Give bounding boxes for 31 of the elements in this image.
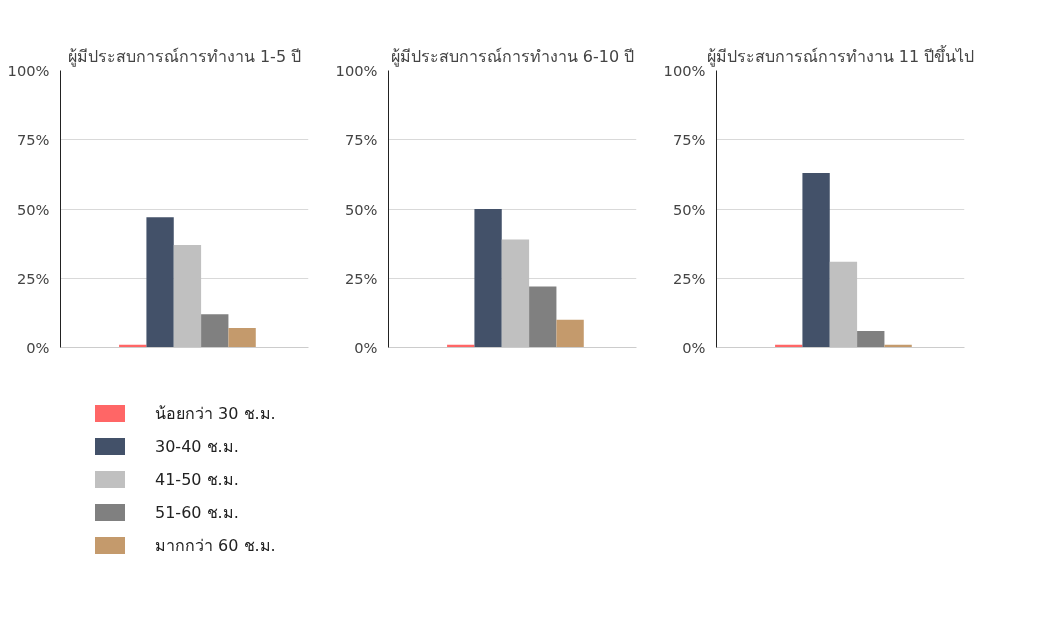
- bar: [857, 330, 885, 348]
- y-tick-label: 100%: [7, 62, 50, 79]
- legend-label: 41-50 ช.ม.: [155, 469, 239, 491]
- bar: [529, 286, 557, 348]
- bar: [228, 328, 256, 348]
- y-tick-label: 50%: [672, 200, 706, 218]
- bar: [146, 217, 174, 348]
- y-tick-label: 0%: [682, 339, 706, 356]
- y-tick-label: 25%: [672, 269, 706, 287]
- bar: [474, 209, 502, 348]
- chart-title: ผู้มีประสบการณ์การทำงาน 11 ปีขึ้นไป: [706, 44, 975, 67]
- y-tick-label: 25%: [344, 269, 378, 287]
- legend-label: 51-60 ช.ม.: [155, 502, 239, 524]
- y-tick-label: 25%: [16, 269, 50, 287]
- y-tick-label: 75%: [672, 131, 706, 149]
- chart-title: ผู้มีประสบการณ์การทำงาน 6-10 ปี: [390, 46, 635, 67]
- legend-label: มากกว่า 60 ช.ม.: [155, 535, 276, 557]
- y-tick-label: 0%: [354, 339, 378, 356]
- legend-label: น้อยกว่า 30 ช.ม.: [155, 403, 276, 425]
- y-tick-label: 100%: [663, 62, 706, 79]
- y-tick-label: 0%: [26, 339, 50, 356]
- y-tick-label: 75%: [344, 131, 378, 149]
- bar: [556, 319, 584, 348]
- y-tick-label: 50%: [344, 200, 378, 218]
- y-tick-label: 50%: [16, 200, 50, 218]
- y-tick-label: 100%: [335, 62, 378, 79]
- y-tick-label: 75%: [16, 131, 50, 149]
- legend-label: 30-40 ช.ม.: [155, 436, 239, 458]
- chart-title: ผู้มีประสบการณ์การทำงาน 1-5 ปี: [67, 46, 302, 67]
- bar: [201, 314, 229, 348]
- bar: [802, 172, 830, 348]
